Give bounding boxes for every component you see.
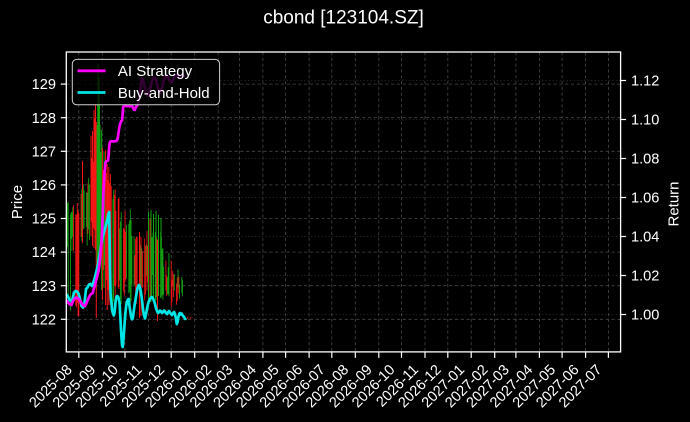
svg-text:Price: Price: [9, 185, 26, 219]
svg-text:1.10: 1.10: [631, 113, 659, 129]
svg-text:Buy-and-Hold: Buy-and-Hold: [118, 85, 210, 102]
svg-text:123: 123: [32, 279, 56, 295]
svg-text:124: 124: [32, 245, 56, 261]
svg-text:122: 122: [32, 312, 56, 328]
svg-text:127: 127: [32, 144, 56, 160]
svg-text:AI Strategy: AI Strategy: [118, 63, 193, 80]
svg-text:125: 125: [32, 212, 56, 228]
svg-text:Return: Return: [666, 181, 683, 226]
svg-text:1.04: 1.04: [631, 230, 659, 246]
svg-text:126: 126: [32, 178, 56, 194]
svg-text:128: 128: [32, 111, 56, 127]
svg-text:1.12: 1.12: [631, 74, 659, 90]
svg-text:1.00: 1.00: [631, 308, 659, 324]
svg-text:cbond [123104.SZ]: cbond [123104.SZ]: [263, 7, 424, 28]
svg-text:129: 129: [32, 77, 56, 93]
svg-text:1.02: 1.02: [631, 269, 659, 285]
svg-text:1.08: 1.08: [631, 152, 659, 168]
svg-text:1.06: 1.06: [631, 191, 659, 207]
